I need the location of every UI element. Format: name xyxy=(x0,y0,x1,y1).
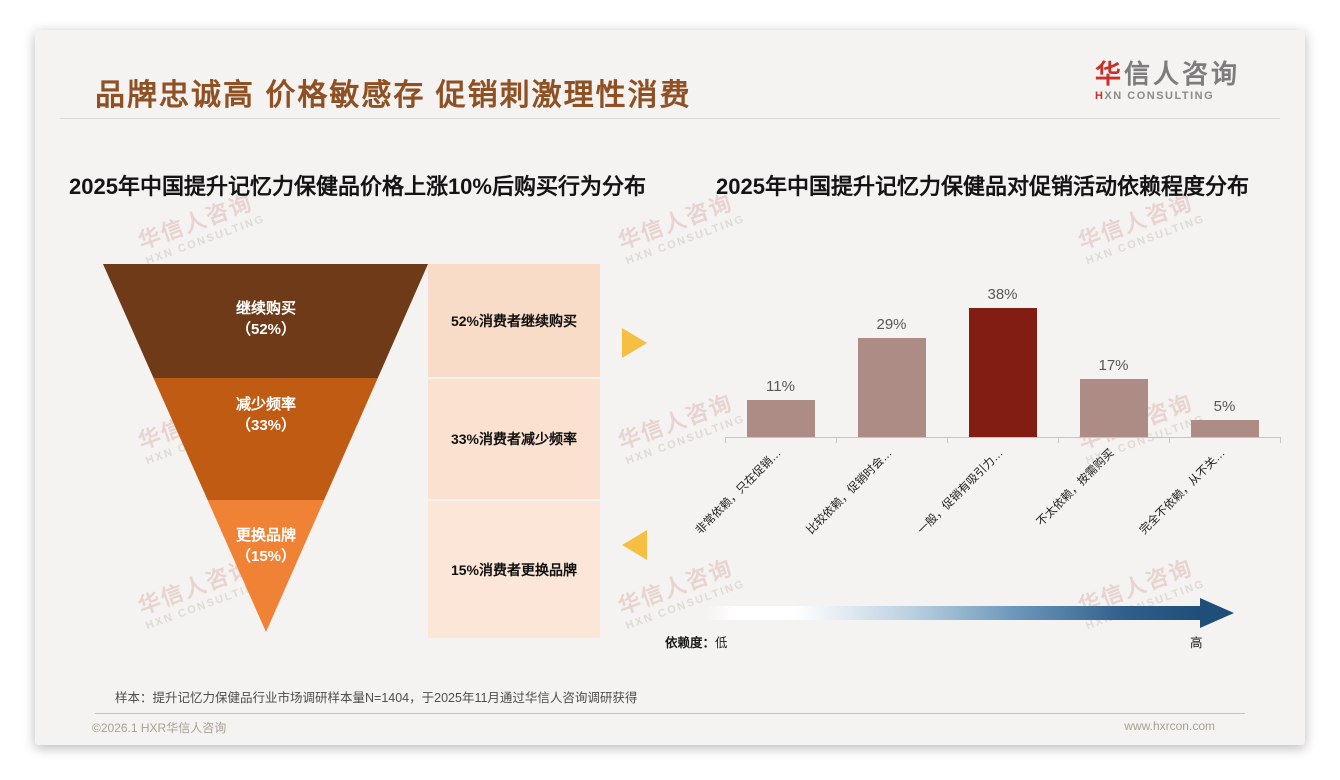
bar-value-label: 29% xyxy=(876,316,907,333)
axis-tick xyxy=(947,437,948,443)
dependency-scale-label: 依赖度： xyxy=(665,636,716,650)
funnel-side-label-text: 52%消费者继续购买 xyxy=(450,312,578,329)
axis-tick xyxy=(1058,437,1059,443)
copyright-text: ©2026.1 HXR华信人咨询 xyxy=(92,721,227,735)
funnel-chart xyxy=(103,264,428,632)
header-divider xyxy=(60,118,1280,119)
bar-5 xyxy=(1190,420,1259,437)
bar-chart-title: 2025年中国提升记忆力保健品对促销活动依赖程度分布 xyxy=(716,174,1249,199)
dependency-scale-high: 高 xyxy=(1190,636,1203,650)
funnel-segment-label: 更换品牌 （15%） xyxy=(235,527,297,565)
funnel-side-label-block: 33%消费者减少频率 xyxy=(428,379,600,499)
dependency-gradient-arrowhead-icon xyxy=(1200,598,1234,628)
funnel-side-label-block: 52%消费者继续购买 xyxy=(428,264,600,377)
funnel-segment-label: 减少频率 （33%） xyxy=(235,396,297,434)
funnel-side-label-text: 33%消费者减少频率 xyxy=(450,431,578,447)
funnel-segment xyxy=(103,264,428,378)
logo-english-text: HXN CONSULTING xyxy=(1095,90,1240,102)
funnel-side-label-text: 15%消费者更换品牌 xyxy=(450,561,578,578)
bar-2 xyxy=(857,338,926,437)
logo-red-char: 华 xyxy=(1094,59,1124,89)
bar-category-label: 一般，促销有吸引力… xyxy=(915,447,1006,537)
bar-category-label: 不太依赖，按需购买 xyxy=(1034,447,1117,529)
bar-1 xyxy=(746,400,815,437)
arrow-left-icon xyxy=(622,530,647,560)
slide-title: 品牌忠诚高 价格敏感存 促销刺激理性消费 xyxy=(95,79,692,112)
logo-en-gray-chars: XN CONSULTING xyxy=(1104,89,1215,102)
slide-card: 华信人咨询 HXN CONSULTING 华信人咨询 HXN CONSULTING 华信… xyxy=(35,30,1305,745)
funnel-segment xyxy=(207,500,325,632)
axis-tick xyxy=(1169,437,1170,443)
company-logo: 华信人咨询 HXN CONSULTING xyxy=(1095,60,1240,102)
dependency-scale-low: 低 xyxy=(715,636,728,650)
bar-value-label: 11% xyxy=(766,378,795,395)
funnel-segment xyxy=(153,378,378,500)
axis-tick xyxy=(836,437,837,443)
bar-value-label: 38% xyxy=(987,286,1018,303)
funnel-side-label-block: 15%消费者更换品牌 xyxy=(428,501,600,638)
bar-4 xyxy=(1079,379,1148,437)
bar-3 xyxy=(968,308,1037,437)
sample-note: 样本：提升记忆力保健品行业市场调研样本量N=1404，于2025年11月通过华信… xyxy=(115,691,638,705)
bar-value-label: 17% xyxy=(1098,357,1129,374)
website-text: www.hxrcon.com xyxy=(1124,719,1215,733)
arrow-right-icon xyxy=(622,328,647,358)
funnel-chart-title: 2025年中国提升记忆力保健品价格上涨10%后购买行为分布 xyxy=(69,174,646,199)
dependency-gradient-arrow xyxy=(705,606,1200,620)
funnel-segment-label: 继续购买 （52%） xyxy=(235,300,297,338)
logo-gray-chars: 信人咨询 xyxy=(1123,59,1240,89)
bar-chart-axis xyxy=(725,437,1281,438)
footer-divider xyxy=(95,713,1245,714)
logo-chinese-text: 华信人咨询 xyxy=(1095,60,1240,89)
bar-value-label: 5% xyxy=(1213,398,1236,415)
axis-tick xyxy=(725,437,726,443)
logo-en-red-char: H xyxy=(1094,89,1105,102)
axis-tick xyxy=(1280,437,1281,443)
bar-category-label: 比较依赖，促销时会… xyxy=(804,447,895,537)
